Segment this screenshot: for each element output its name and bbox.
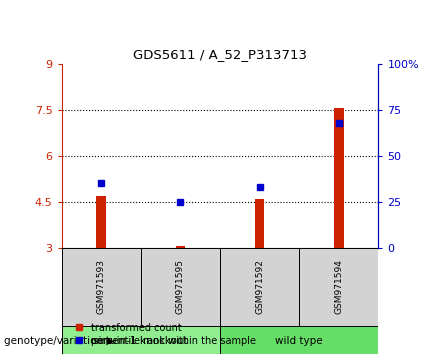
Text: genotype/variation ▶: genotype/variation ▶ xyxy=(4,336,115,346)
Bar xyxy=(220,248,299,326)
Text: GSM971594: GSM971594 xyxy=(334,259,343,314)
Text: wild type: wild type xyxy=(275,336,323,346)
Legend: transformed count, percentile rank within the sample: transformed count, percentile rank withi… xyxy=(75,323,256,346)
Bar xyxy=(96,196,106,248)
Text: sirtuin-1 knockout: sirtuin-1 knockout xyxy=(93,336,188,346)
Bar xyxy=(176,246,185,248)
Bar xyxy=(141,248,220,326)
Bar xyxy=(62,248,141,326)
Title: GDS5611 / A_52_P313713: GDS5611 / A_52_P313713 xyxy=(133,48,307,61)
Text: GSM971593: GSM971593 xyxy=(97,259,106,314)
Bar xyxy=(220,326,378,354)
Text: GSM971595: GSM971595 xyxy=(176,259,185,314)
Bar xyxy=(62,326,220,354)
Bar xyxy=(299,248,378,326)
Bar xyxy=(334,108,344,248)
Text: GSM971592: GSM971592 xyxy=(255,259,264,314)
Bar xyxy=(255,199,264,248)
